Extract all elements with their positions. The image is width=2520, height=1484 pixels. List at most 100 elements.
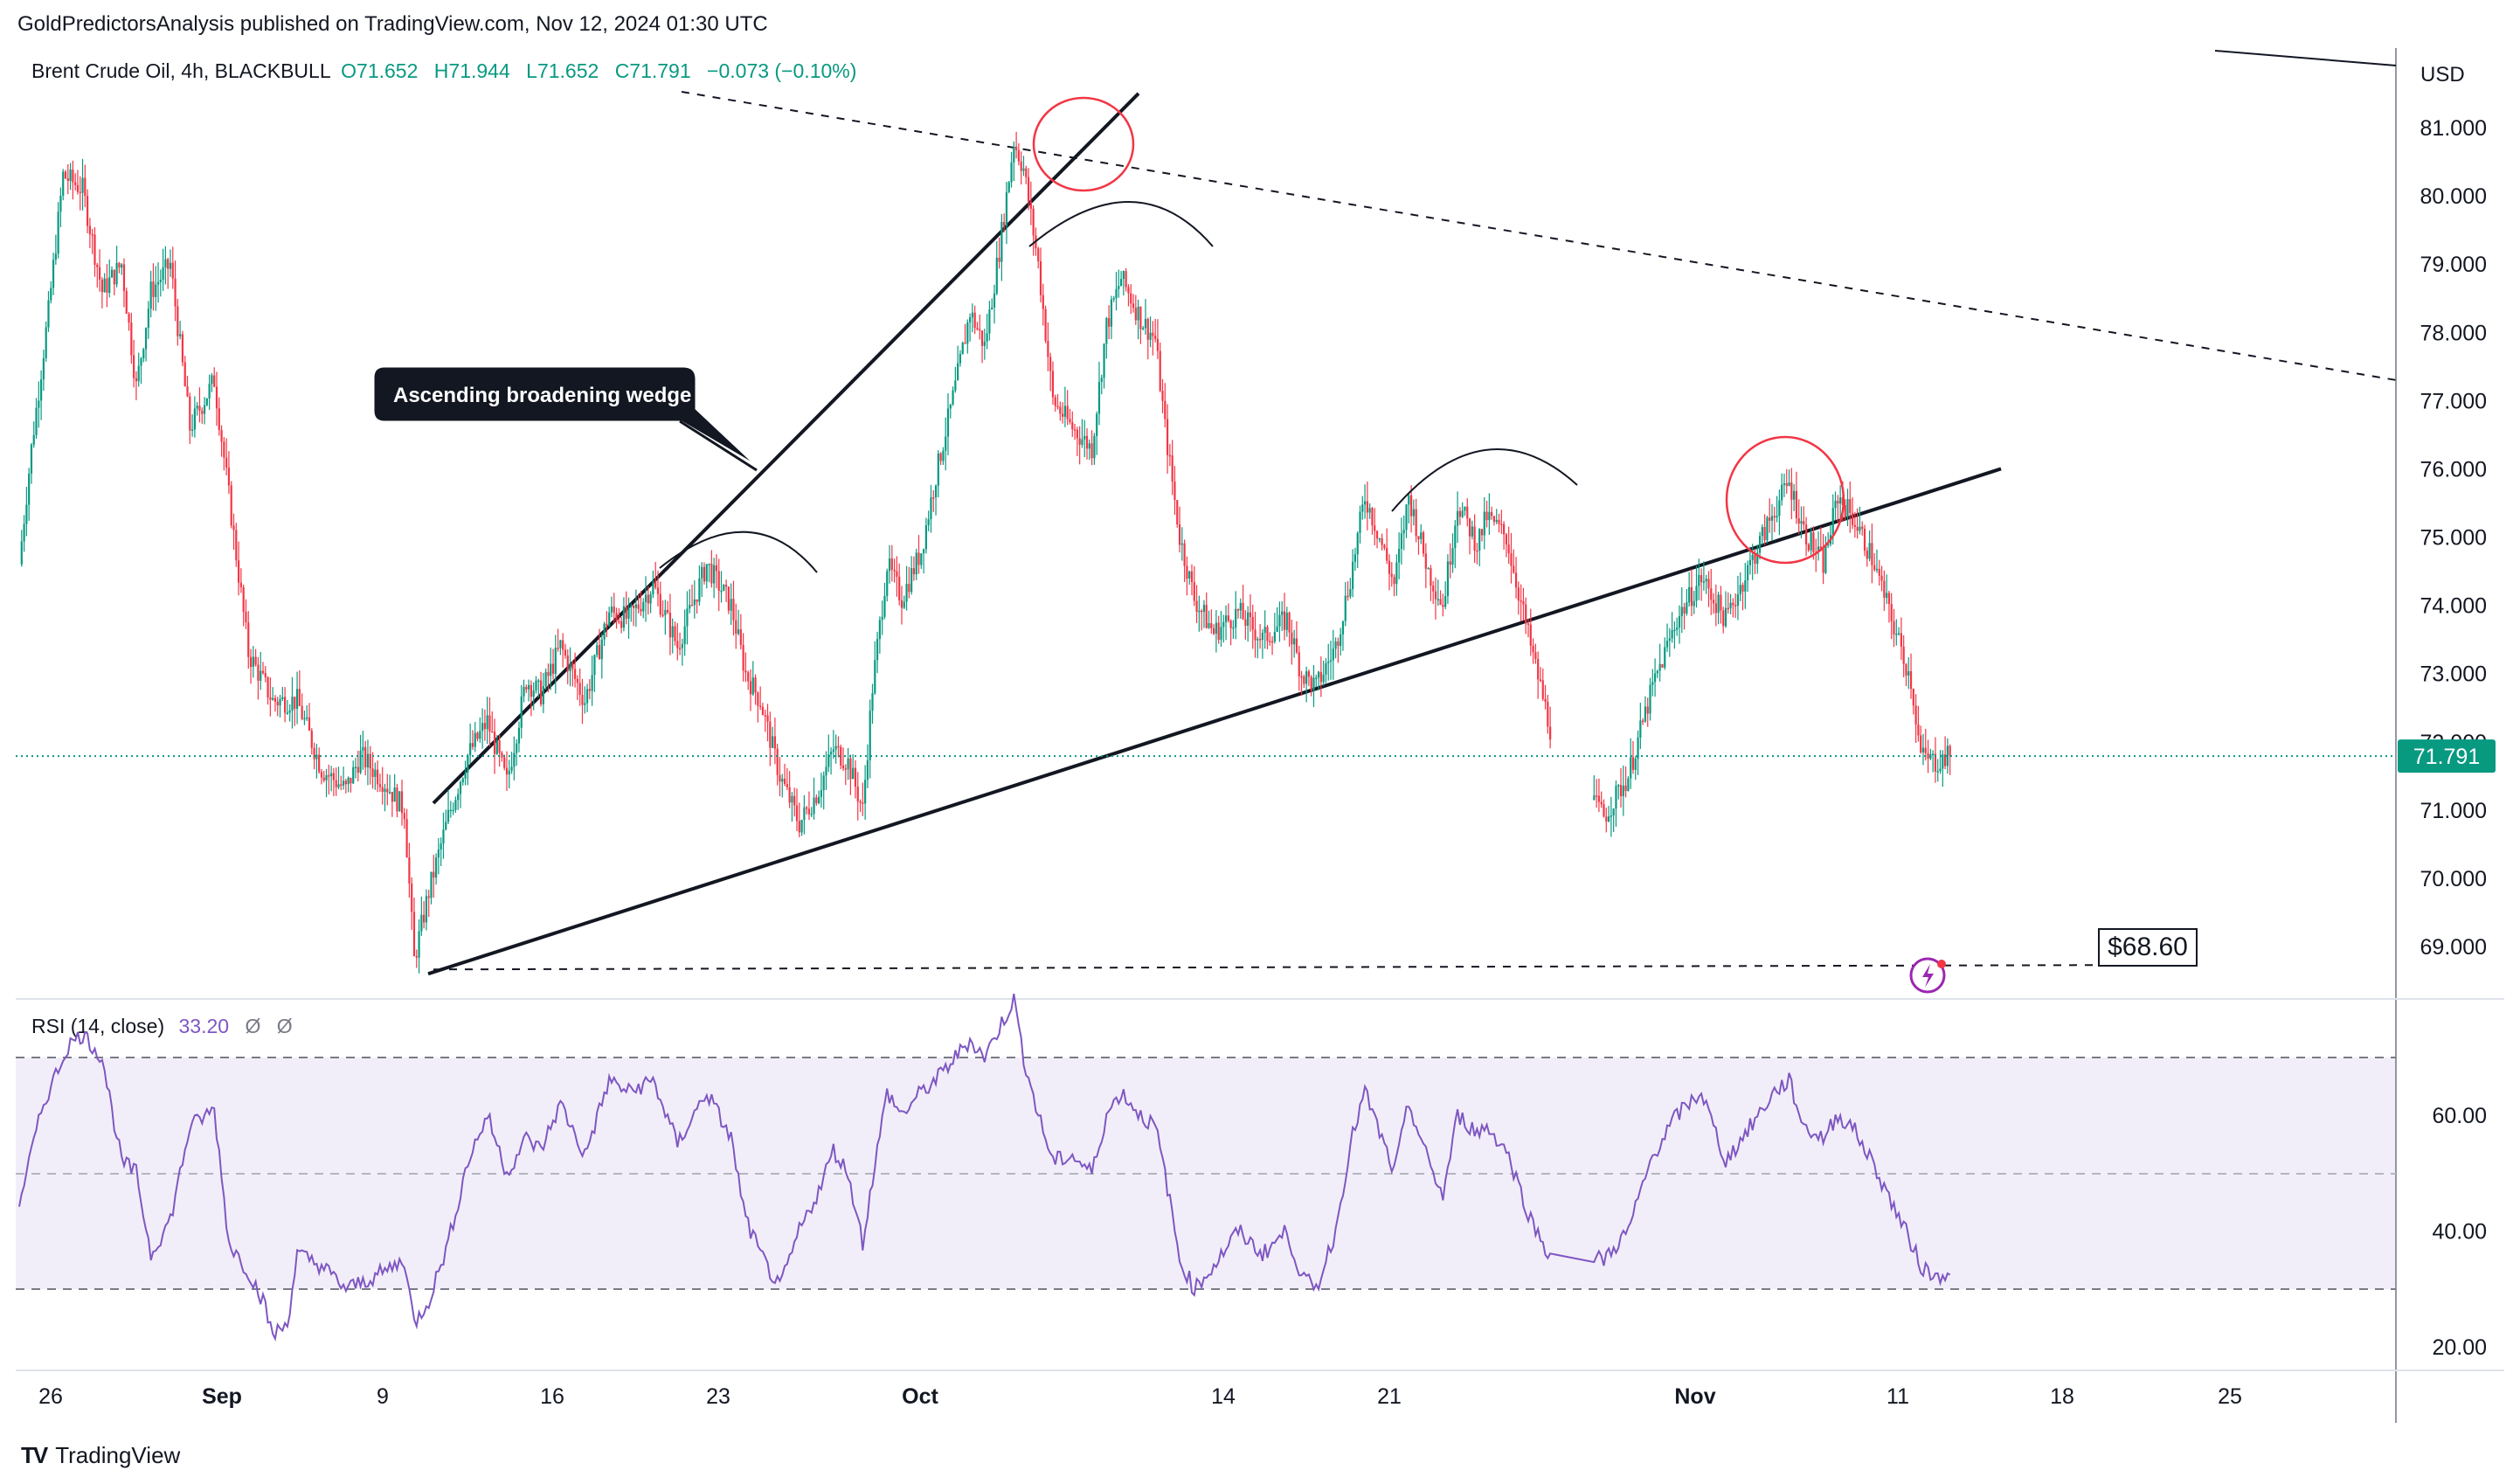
candle-body <box>130 322 133 356</box>
candle-body <box>434 857 438 878</box>
candle-body <box>593 655 596 676</box>
candle-body <box>501 752 503 758</box>
candle-body <box>369 753 371 769</box>
candle-body <box>667 609 669 613</box>
candle-body <box>932 497 935 499</box>
footer-brand[interactable]: TradingView <box>55 1442 181 1468</box>
candle-body <box>874 660 876 694</box>
arc-shoulder-1[interactable] <box>659 530 818 573</box>
candle-body <box>1478 529 1481 551</box>
candle-body <box>449 809 452 812</box>
candle-body <box>1244 619 1247 627</box>
candle-body <box>498 740 501 753</box>
candle-body <box>359 750 362 773</box>
candle-body <box>1159 350 1161 392</box>
candle-body <box>330 773 333 777</box>
candle-body <box>1417 536 1420 539</box>
highlight-circle-top[interactable] <box>1032 96 1135 192</box>
candle-body <box>152 281 155 297</box>
candle-body <box>54 253 57 260</box>
ohlc-open: O71.652 <box>341 59 419 82</box>
candle-body <box>1688 586 1691 603</box>
highlight-circle-breakdown[interactable] <box>1725 435 1845 565</box>
candle-body <box>1190 571 1194 583</box>
candle-body <box>1078 438 1081 445</box>
candle-body <box>1665 641 1669 648</box>
upper-right-line[interactable] <box>2214 50 2397 66</box>
candle-body <box>532 690 535 697</box>
candle-body <box>1013 146 1015 163</box>
candle-body <box>1734 605 1737 607</box>
candle-body <box>1907 670 1910 676</box>
candle-body <box>934 485 938 498</box>
candle-body <box>128 313 130 323</box>
candle-body <box>1727 607 1729 610</box>
candle-body <box>284 697 287 713</box>
wedge-upper-line[interactable] <box>432 92 1140 805</box>
candle-body <box>1488 511 1491 521</box>
target-level-line[interactable] <box>433 964 2100 971</box>
arc-shoulder-2[interactable] <box>1391 448 1578 512</box>
candle-body <box>239 582 242 587</box>
candle-body <box>713 565 716 584</box>
candle-body <box>576 678 579 683</box>
candle-body <box>1205 605 1208 628</box>
candle-body <box>1946 745 1949 766</box>
candle-body <box>227 467 231 486</box>
candle-body <box>1612 808 1615 816</box>
alert-lightning-icon[interactable] <box>1909 957 1946 994</box>
candle-body <box>1678 616 1681 628</box>
candle-body <box>1100 378 1103 382</box>
candle-body <box>942 450 945 461</box>
candle-body <box>896 571 898 577</box>
candle-body <box>1593 795 1596 801</box>
candle-body <box>122 264 126 291</box>
target-label[interactable]: $68.60 <box>2098 928 2198 967</box>
currency-label[interactable]: USD <box>2420 63 2465 87</box>
candle-body <box>927 519 930 525</box>
candle-body <box>1353 554 1357 562</box>
rsi-title[interactable]: RSI (14, close) <box>31 1015 165 1037</box>
candle-body <box>144 328 148 350</box>
rsi-value: 33.20 <box>178 1015 230 1037</box>
candle-body <box>772 736 774 748</box>
candle-body <box>335 780 337 787</box>
candle-body <box>1139 306 1142 329</box>
symbol-title[interactable]: Brent Crude Oil, 4h, BLACKBULL <box>31 59 330 82</box>
candle-body <box>403 813 405 820</box>
candle-body <box>218 408 220 431</box>
candle-body <box>806 807 808 809</box>
ohlc-high: H71.944 <box>433 59 510 82</box>
price-tick-label: 75.000 <box>2420 526 2487 551</box>
candle-body <box>225 457 228 468</box>
wedge-callout[interactable]: Ascending broadening wedge <box>373 366 758 472</box>
candle-body <box>578 683 581 696</box>
candle-body <box>1439 599 1442 606</box>
candle-body <box>1307 671 1311 677</box>
candle-body <box>1176 500 1179 524</box>
candle-body <box>108 277 111 294</box>
candle-body <box>1005 191 1008 226</box>
candle-body <box>1251 616 1254 630</box>
candle-body <box>747 672 750 682</box>
descending-trendline-dashed[interactable] <box>681 91 2397 381</box>
candle-body <box>1627 778 1630 791</box>
candle-body <box>1924 747 1927 753</box>
arc-head[interactable] <box>1028 201 1214 247</box>
candle-body <box>281 697 284 700</box>
wedge-lower-line[interactable] <box>427 467 2002 976</box>
candle-body <box>554 648 557 674</box>
candle-body <box>618 621 620 623</box>
candle-body <box>286 712 288 714</box>
candle-body <box>408 856 411 884</box>
candle-body <box>859 801 862 803</box>
candle-body <box>1405 504 1408 530</box>
candle-body <box>1395 562 1398 585</box>
rsi-tick-label: 60.00 <box>2432 1104 2487 1128</box>
candle-body <box>260 670 262 681</box>
candle-body <box>411 883 413 912</box>
candle-body <box>1887 593 1891 605</box>
candle-body <box>23 524 25 542</box>
candle-body <box>1344 595 1347 621</box>
